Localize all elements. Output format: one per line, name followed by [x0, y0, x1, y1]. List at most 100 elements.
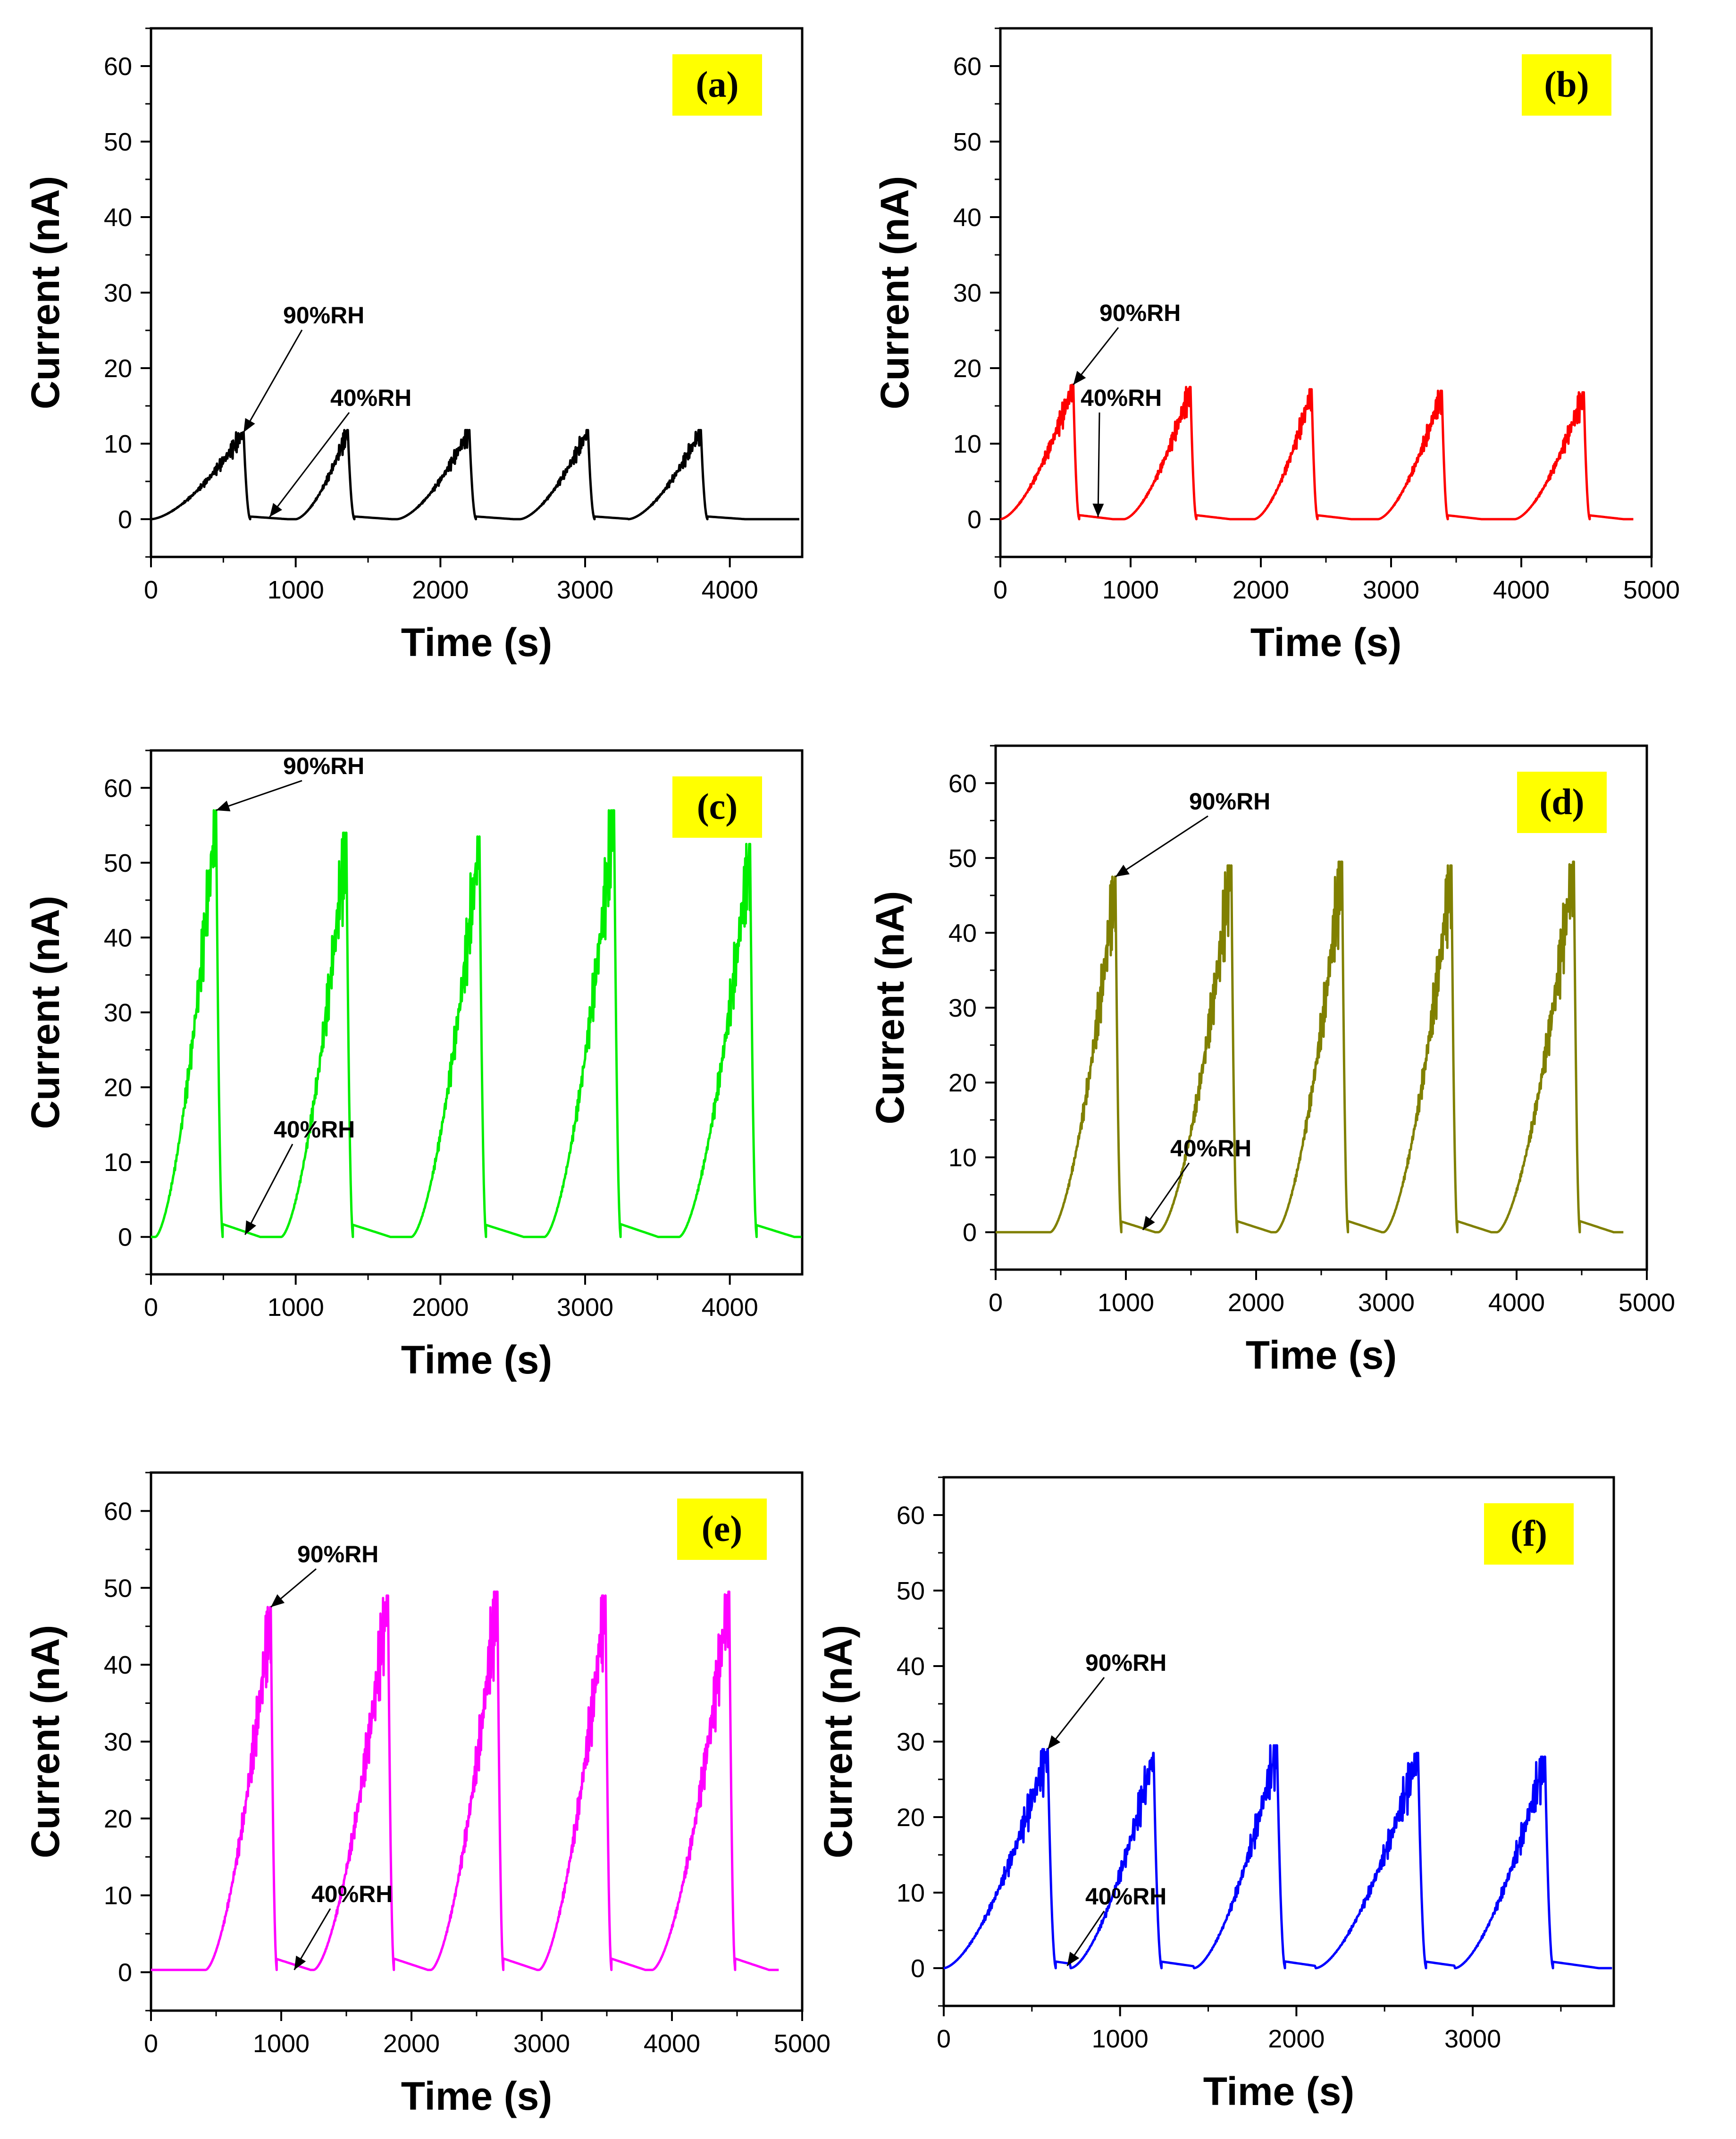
- annotation-arrow: [1142, 1162, 1190, 1230]
- peak-point: [1583, 392, 1585, 393]
- peak-point: [700, 429, 702, 431]
- y-tick-label: 30: [104, 279, 132, 307]
- annotation-arrowhead: [245, 1220, 256, 1235]
- y-tick-label: 10: [104, 430, 132, 458]
- peak-point: [1276, 1745, 1278, 1746]
- annotation-arrowhead: [1048, 1735, 1061, 1749]
- x-tick-label: 1000: [268, 1293, 324, 1322]
- annotation-label: 90%RH: [283, 753, 364, 779]
- y-tick-label: 40: [104, 1651, 132, 1679]
- x-tick-label: 0: [144, 1293, 158, 1322]
- y-tick-label: 50: [953, 128, 981, 156]
- peak-point: [346, 832, 347, 834]
- annotation-arrowhead: [1073, 371, 1086, 385]
- y-tick-label: 60: [104, 52, 132, 81]
- x-axis-title: Time (s): [401, 2074, 553, 2118]
- x-tick-label: 3000: [1358, 1288, 1415, 1317]
- annotation-label: 40%RH: [311, 1881, 393, 1907]
- annotation-arrowhead: [294, 1955, 306, 1970]
- peak-point: [347, 429, 349, 431]
- annotation-arrowhead: [270, 1594, 285, 1607]
- x-tick-label: 1000: [268, 576, 324, 604]
- peak-point: [1451, 865, 1452, 866]
- x-tick-label: 3000: [557, 1293, 613, 1322]
- annotation-arrow: [1047, 1677, 1105, 1750]
- x-tick-label: 2000: [412, 576, 469, 604]
- panel-tag: (f): [1510, 1513, 1547, 1554]
- x-axis-title: Time (s): [1203, 2069, 1355, 2114]
- x-tick-label: 4000: [644, 2030, 700, 2058]
- annotation-arrowhead: [1092, 504, 1104, 517]
- peak-point: [1417, 1752, 1419, 1753]
- y-tick-label: 20: [104, 1074, 132, 1102]
- x-tick-label: 3000: [513, 2030, 570, 2058]
- x-tick-label: 2000: [383, 2030, 440, 2058]
- peak-point: [1153, 1752, 1154, 1753]
- annotation-label: 40%RH: [1170, 1135, 1251, 1162]
- x-tick-label: 2000: [1233, 576, 1289, 604]
- y-tick-label: 20: [104, 354, 132, 383]
- y-axis-title: Current (nA): [872, 176, 917, 410]
- y-axis-title: Current (nA): [23, 896, 67, 1129]
- chart-panel-5: 0 1000 2000 3000 4000 5000 0 10 20 30 40 50 60 Time (…: [23, 1471, 830, 2118]
- series-line: [151, 1590, 779, 1971]
- x-tick-label: 4000: [702, 576, 758, 604]
- peak-point: [1231, 865, 1232, 866]
- y-tick-label: 0: [911, 1954, 925, 1983]
- x-tick-label: 1000: [1098, 1288, 1154, 1317]
- annotation-label: 90%RH: [1189, 788, 1270, 815]
- peak-point: [605, 1595, 606, 1596]
- y-tick-label: 20: [897, 1803, 925, 1832]
- series-line: [151, 809, 802, 1238]
- x-tick-label: 5000: [1623, 576, 1680, 604]
- y-tick-label: 10: [953, 430, 981, 458]
- x-tick-label: 3000: [1444, 2025, 1501, 2053]
- x-tick-label: 1000: [1102, 576, 1159, 604]
- series-line: [996, 860, 1624, 1234]
- y-tick-label: 30: [897, 1728, 925, 1756]
- peak-point: [1544, 1756, 1546, 1757]
- annotation-label: 90%RH: [283, 302, 364, 328]
- y-axis-title: Current (nA): [868, 891, 912, 1125]
- y-tick-label: 50: [897, 1577, 925, 1605]
- y-axis-title: Current (nA): [816, 1625, 860, 1859]
- annotation-label: 40%RH: [1081, 385, 1162, 411]
- y-tick-label: 0: [118, 1959, 132, 1987]
- peak-point: [387, 1595, 389, 1596]
- x-tick-label: 2000: [412, 1293, 469, 1322]
- annotation-arrow: [243, 329, 303, 433]
- x-tick-label: 3000: [557, 576, 613, 604]
- x-tick-label: 1000: [1092, 2025, 1149, 2053]
- x-tick-label: 0: [937, 2025, 951, 2053]
- y-axis-title: Current (nA): [23, 1625, 67, 1859]
- y-tick-label: 60: [953, 52, 981, 81]
- y-tick-label: 10: [104, 1882, 132, 1910]
- peak-point: [479, 836, 480, 837]
- y-tick-label: 20: [948, 1069, 977, 1097]
- annotation-arrow: [244, 1144, 294, 1235]
- annotation-label: 40%RH: [330, 385, 411, 411]
- panel-tag: (a): [696, 64, 739, 105]
- annotation-arrow: [1097, 412, 1100, 517]
- annotation-label: 90%RH: [297, 1541, 378, 1567]
- peak-point: [469, 429, 470, 431]
- x-axis-title: Time (s): [401, 1338, 553, 1382]
- panel-tag-box: [1484, 1503, 1574, 1565]
- annotation-arrowhead: [1142, 1216, 1155, 1230]
- chart-panel-1: 0 1000 2000 3000 4000 0 10 20 30 40 50 60 Time (s) Cu…: [23, 27, 804, 665]
- y-tick-label: 50: [948, 844, 977, 873]
- series-line: [999, 383, 1634, 521]
- x-tick-label: 3000: [1363, 576, 1419, 604]
- peak-point: [1573, 861, 1575, 862]
- annotation-arrow: [216, 780, 302, 811]
- peak-point: [497, 1591, 498, 1592]
- x-tick-label: 5000: [774, 2030, 830, 2058]
- y-tick-label: 0: [118, 1223, 132, 1252]
- y-tick-label: 20: [104, 1805, 132, 1833]
- y-tick-label: 40: [104, 203, 132, 232]
- annotation-arrowhead: [216, 800, 231, 812]
- annotation-label: 40%RH: [274, 1116, 355, 1143]
- x-tick-label: 0: [993, 576, 1007, 604]
- panel-tag: (d): [1539, 781, 1584, 822]
- chart-panel-6: 0 1000 2000 3000 0 10 20 30 40 50 60 Time (s) Curren…: [816, 1476, 1615, 2114]
